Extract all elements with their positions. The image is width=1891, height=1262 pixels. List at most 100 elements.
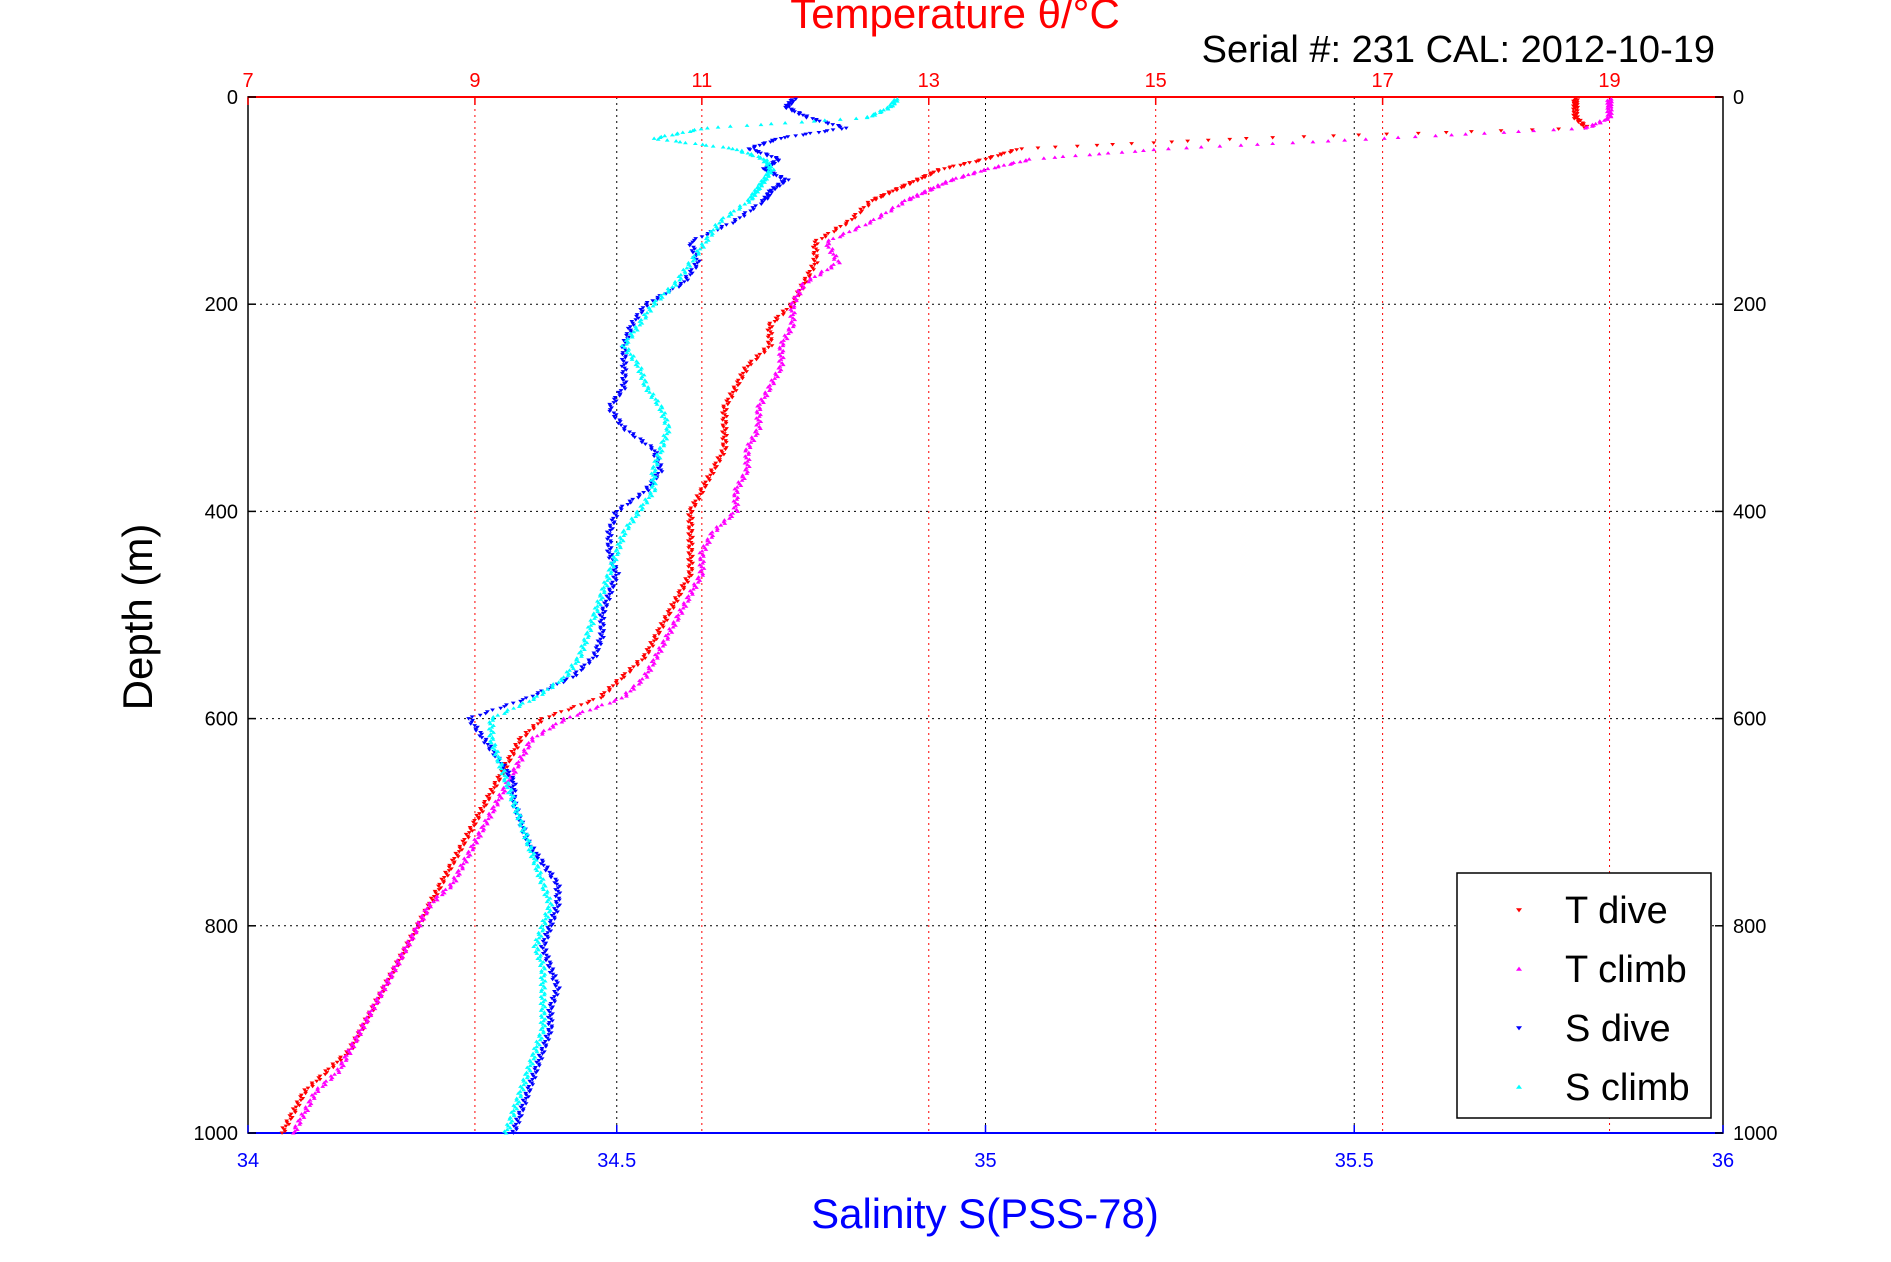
data-point <box>697 569 703 574</box>
data-point <box>763 172 769 177</box>
data-point <box>349 1046 354 1050</box>
data-point <box>531 856 537 860</box>
data-point <box>722 413 728 417</box>
data-point <box>649 659 655 664</box>
data-point <box>725 402 731 407</box>
data-point <box>484 794 490 799</box>
data-point <box>826 238 832 242</box>
data-point <box>788 321 794 325</box>
data-point <box>959 175 965 179</box>
data-point <box>758 426 763 430</box>
data-point <box>531 727 537 731</box>
data-point <box>838 225 843 229</box>
data-point <box>640 306 646 310</box>
data-point <box>521 1107 526 1111</box>
data-point <box>652 488 658 493</box>
data-point <box>486 811 492 816</box>
data-point <box>601 590 607 594</box>
data-point <box>668 603 674 607</box>
data-point <box>620 673 626 678</box>
data-point <box>550 1012 555 1016</box>
data-point <box>421 916 427 921</box>
legend-label: S dive <box>1565 1008 1671 1050</box>
data-point <box>784 307 790 312</box>
data-point <box>555 889 561 894</box>
data-point <box>727 516 732 520</box>
data-point <box>576 651 582 655</box>
data-point <box>487 746 492 750</box>
data-point <box>719 411 725 415</box>
data-point <box>627 667 633 671</box>
data-point <box>664 436 670 441</box>
data-point <box>1022 158 1028 163</box>
data-point <box>518 699 524 704</box>
data-point <box>664 431 670 436</box>
data-point <box>1498 129 1504 133</box>
data-point <box>302 1088 307 1092</box>
data-point <box>939 182 945 186</box>
data-point <box>475 725 480 730</box>
data-point <box>657 455 663 460</box>
data-point <box>536 1062 542 1066</box>
data-point <box>504 775 510 779</box>
data-point <box>1255 142 1260 146</box>
data-point <box>489 789 495 794</box>
data-point <box>293 1105 299 1110</box>
data-point <box>654 402 660 406</box>
data-point <box>579 652 585 657</box>
data-point <box>824 267 830 272</box>
data-point <box>722 518 727 522</box>
data-point <box>541 887 546 891</box>
data-point <box>620 351 626 355</box>
data-point <box>543 922 549 926</box>
data-point <box>734 497 740 501</box>
data-point <box>762 395 768 399</box>
data-point <box>592 616 597 620</box>
data-point <box>679 584 685 588</box>
data-point <box>1571 117 1577 121</box>
data-point <box>569 706 574 711</box>
data-point <box>644 485 650 490</box>
data-point <box>645 385 651 389</box>
data-point <box>604 537 610 541</box>
data-point <box>751 438 757 443</box>
data-point <box>606 551 612 555</box>
data-point <box>724 414 730 419</box>
data-point <box>544 889 550 893</box>
data-point <box>710 144 716 148</box>
data-point <box>542 1040 548 1044</box>
data-point <box>638 307 644 312</box>
data-point <box>538 958 543 962</box>
data-point <box>605 544 611 548</box>
top-tick-label: 9 <box>469 70 480 92</box>
data-point <box>765 385 771 389</box>
data-point <box>652 469 658 474</box>
data-point <box>802 278 808 282</box>
data-point <box>523 696 529 700</box>
data-point <box>542 950 548 954</box>
data-point <box>754 354 759 358</box>
data-point <box>673 139 679 143</box>
data-point <box>535 692 540 697</box>
data-point <box>769 344 775 348</box>
data-point <box>303 1090 309 1094</box>
data-point <box>689 530 695 535</box>
data-point <box>469 715 475 719</box>
data-point <box>543 948 549 952</box>
data-point <box>526 1095 531 1099</box>
data-point <box>363 1020 369 1024</box>
data-point <box>768 337 774 341</box>
data-point <box>489 806 495 810</box>
data-point <box>609 534 614 538</box>
data-point <box>546 1033 552 1037</box>
data-point <box>709 535 715 539</box>
data-point <box>978 169 984 173</box>
data-point <box>535 865 541 869</box>
data-point <box>607 409 613 414</box>
data-point <box>401 946 407 950</box>
legend-marker <box>1516 1026 1522 1031</box>
data-point <box>310 1084 315 1089</box>
data-point <box>344 1053 349 1057</box>
data-point <box>724 433 730 438</box>
data-point <box>516 1110 522 1115</box>
